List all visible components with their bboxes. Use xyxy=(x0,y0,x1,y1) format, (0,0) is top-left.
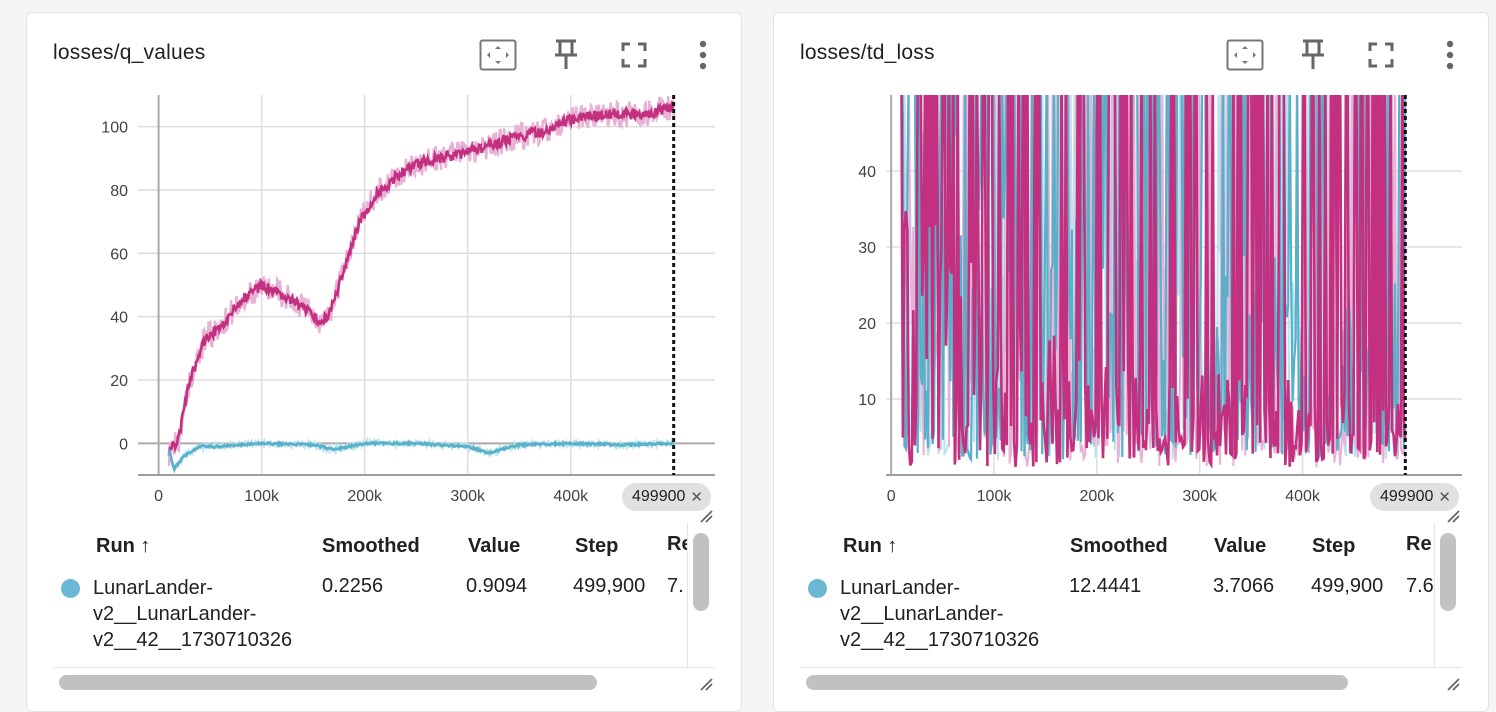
run-color-dot[interactable] xyxy=(808,579,827,598)
horizontal-scrollbar-thumb[interactable] xyxy=(806,675,1348,690)
y-tick-label: 20 xyxy=(858,316,876,333)
run-name-line: v2__LunarLander- xyxy=(93,603,257,625)
cell-relative: 7. xyxy=(667,575,684,597)
close-chip-icon[interactable]: ✕ xyxy=(1438,489,1451,506)
x-tick-label: 100k xyxy=(977,488,1013,505)
close-chip-icon[interactable]: ✕ xyxy=(690,489,703,506)
step-cursor-chip[interactable]: 499900 ✕ xyxy=(1370,483,1459,511)
card-title: losses/td_loss xyxy=(800,41,935,64)
pin-icon xyxy=(1300,39,1326,71)
column-header-relative-clip: Re 7. xyxy=(667,533,689,663)
more-vert-icon xyxy=(1446,40,1454,70)
run-name-line: LunarLander- xyxy=(840,577,961,599)
y-tick-label: 10 xyxy=(858,392,876,409)
column-header-relative[interactable]: Re xyxy=(1406,533,1432,555)
vertical-scrollbar-thumb[interactable] xyxy=(1440,533,1456,611)
fit-domain-button[interactable] xyxy=(476,35,520,75)
y-tick-label: 0 xyxy=(119,436,128,453)
run-name-line: v2__42__1730710326 xyxy=(93,629,293,651)
resize-handle-icon[interactable] xyxy=(1446,509,1460,523)
x-tick-label: 300k xyxy=(450,488,486,505)
x-tick-label: 100k xyxy=(244,488,280,505)
column-header-value[interactable]: Value xyxy=(1214,535,1267,557)
step-chip-label: 499900 xyxy=(632,488,686,505)
cell-run-name: LunarLander- v2__LunarLander- v2__42__17… xyxy=(840,575,1070,653)
step-cursor-chip[interactable]: 499900 ✕ xyxy=(622,483,711,511)
cell-smoothed: 0.2256 xyxy=(322,575,384,597)
raw-series-line xyxy=(167,96,675,467)
y-tick-label: 20 xyxy=(110,373,128,390)
run-name-line: LunarLander- xyxy=(93,577,214,599)
q-values-line-chart[interactable]: 0 20 40 60 80 100 0 100k 200k 300k 400k xyxy=(27,13,741,533)
divider xyxy=(800,667,1462,668)
column-header-value[interactable]: Value xyxy=(468,535,521,557)
td-loss-line-chart[interactable]: 10 20 30 40 0 100k 200k 300k 400k xyxy=(774,13,1488,533)
pin-button[interactable] xyxy=(544,35,588,75)
x-tick-label: 200k xyxy=(1080,488,1116,505)
x-tick-label: 400k xyxy=(1285,488,1321,505)
column-header-smoothed[interactable]: Smoothed xyxy=(1070,535,1168,557)
vertical-scrollbar-thumb[interactable] xyxy=(693,533,709,611)
smoothed-series-line xyxy=(167,439,675,473)
y-tick-label: 40 xyxy=(858,164,876,181)
cell-relative: 7.6 xyxy=(1406,575,1434,597)
horizontal-scrollbar-thumb[interactable] xyxy=(59,675,597,690)
smoothed-series-line xyxy=(167,99,675,456)
fullscreen-button[interactable] xyxy=(612,35,656,75)
chart-card-q-values: losses/q_values 0 20 40 60 80 100 0 100k 200k 300… xyxy=(26,12,742,712)
divider xyxy=(53,667,715,668)
fit-domain-icon xyxy=(1226,39,1264,71)
series-line xyxy=(900,95,1407,469)
cell-smoothed: 12.4441 xyxy=(1069,575,1142,597)
cell-run-name: LunarLander- v2__LunarLander- v2__42__17… xyxy=(93,575,323,653)
fullscreen-icon xyxy=(621,42,647,68)
fit-domain-button[interactable] xyxy=(1223,35,1267,75)
chart-card-td-loss: losses/td_loss 10 20 30 40 0 100k 200k 300k 400k… xyxy=(773,12,1489,712)
plot-area xyxy=(900,95,1407,469)
card-title: losses/q_values xyxy=(53,41,206,64)
column-header-relative-clip: Re 7.6 xyxy=(1406,533,1434,663)
column-header-smoothed[interactable]: Smoothed xyxy=(322,535,420,557)
resize-handle-icon[interactable] xyxy=(1446,677,1460,691)
resize-handle-icon[interactable] xyxy=(699,677,713,691)
run-name-line: v2__LunarLander- xyxy=(840,603,1004,625)
y-tick-label: 40 xyxy=(110,310,128,327)
cell-value: 0.9094 xyxy=(466,575,528,597)
cell-step: 499,900 xyxy=(1311,575,1384,597)
step-chip-label: 499900 xyxy=(1380,488,1434,505)
fullscreen-button[interactable] xyxy=(1359,35,1403,75)
column-header-run[interactable]: Run ↑ xyxy=(843,535,898,557)
pin-icon xyxy=(553,39,579,71)
run-name-line: v2__42__1730710326 xyxy=(840,629,1040,651)
run-color-dot[interactable] xyxy=(61,579,80,598)
fit-domain-icon xyxy=(479,39,517,71)
column-header-step[interactable]: Step xyxy=(1312,535,1356,557)
x-tick-label: 0 xyxy=(154,488,163,505)
y-tick-label: 30 xyxy=(858,240,876,257)
x-tick-label: 400k xyxy=(553,488,589,505)
column-header-run[interactable]: Run ↑ xyxy=(96,535,151,557)
column-header-step[interactable]: Step xyxy=(575,535,619,557)
x-tick-label: 300k xyxy=(1182,488,1218,505)
y-tick-label: 80 xyxy=(110,183,128,200)
resize-handle-icon[interactable] xyxy=(699,509,713,523)
column-header-relative[interactable]: Re xyxy=(667,533,689,555)
pin-button[interactable] xyxy=(1291,35,1335,75)
cell-step: 499,900 xyxy=(573,575,646,597)
y-tick-label: 60 xyxy=(110,246,128,263)
y-tick-label: 100 xyxy=(101,120,128,137)
x-tick-label: 0 xyxy=(887,488,896,505)
more-options-button[interactable] xyxy=(681,35,725,75)
fullscreen-icon xyxy=(1368,42,1394,68)
cell-value: 3.7066 xyxy=(1213,575,1275,597)
plot-area xyxy=(167,96,675,475)
more-vert-icon xyxy=(699,40,707,70)
x-tick-label: 200k xyxy=(347,488,383,505)
more-options-button[interactable] xyxy=(1428,35,1472,75)
